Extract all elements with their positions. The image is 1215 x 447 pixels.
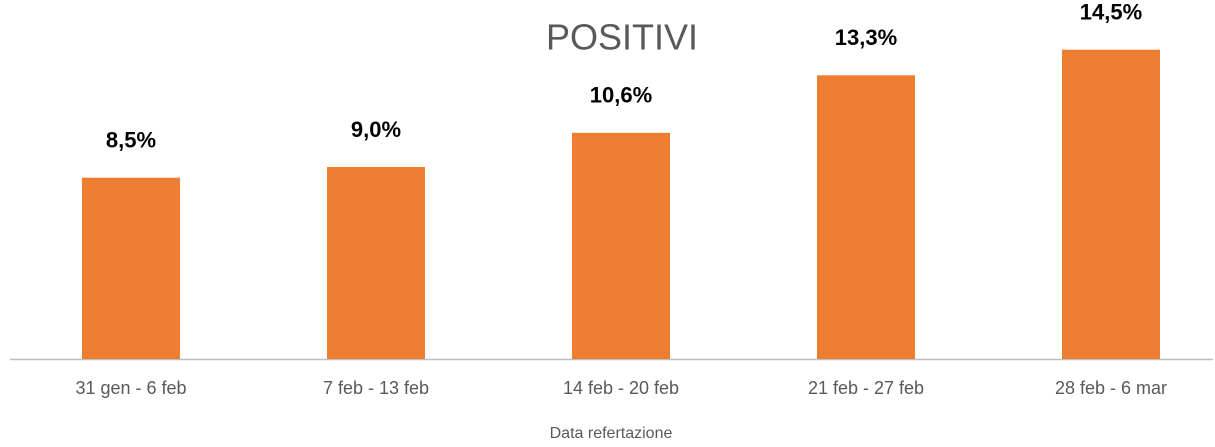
bar <box>82 177 180 359</box>
data-label: 10,6% <box>590 83 652 108</box>
x-axis-label: Data refertazione <box>550 425 673 442</box>
data-label: 8,5% <box>106 127 156 152</box>
data-label: 14,5% <box>1080 0 1142 24</box>
chart-title: POSITIVI <box>546 17 698 58</box>
x-tick-label: 21 feb - 27 feb <box>808 378 924 398</box>
bar <box>327 167 425 359</box>
bar <box>572 132 670 359</box>
bar <box>1062 49 1160 360</box>
bar <box>817 75 915 360</box>
data-label: 13,3% <box>835 25 897 50</box>
x-tick-label: 31 gen - 6 feb <box>75 378 186 398</box>
x-tick-label: 14 feb - 20 feb <box>563 378 679 398</box>
data-label: 9,0% <box>351 117 401 142</box>
x-tick-label: 28 feb - 6 mar <box>1055 378 1167 398</box>
x-tick-label: 7 feb - 13 feb <box>323 378 429 398</box>
